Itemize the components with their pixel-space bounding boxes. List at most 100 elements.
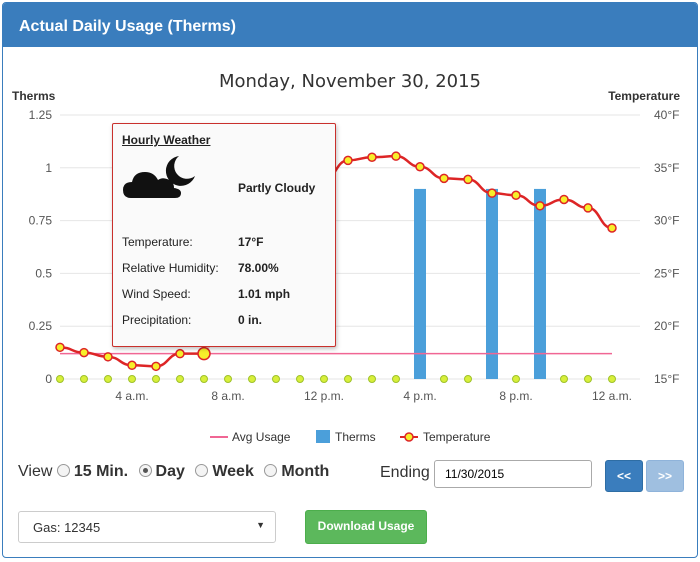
x-tick-label: 12 a.m. (592, 389, 632, 403)
temperature-point-hovered (197, 346, 211, 361)
y-left-tick-label: 1.25 (29, 108, 53, 122)
temperature-point (55, 342, 65, 353)
y-right-tick-label: 35°F (654, 161, 679, 175)
y-right-tick-label: 20°F (654, 319, 679, 333)
y-left-tick-label: 0.25 (29, 319, 53, 333)
download-usage-button[interactable]: Download Usage (305, 510, 427, 544)
x-tick-label: 8 p.m. (499, 389, 532, 403)
y-right-tick-label: 30°F (654, 214, 679, 228)
usage-point (128, 375, 136, 383)
radio-week[interactable] (195, 464, 209, 477)
y-left-tick-label: 0 (45, 372, 52, 386)
usage-point (176, 375, 184, 383)
radio-label-month[interactable]: Month (281, 463, 330, 480)
previous-button[interactable]: << (605, 460, 643, 492)
usage-point (224, 375, 232, 383)
temperature-point (343, 155, 353, 166)
usage-point (344, 375, 352, 383)
usage-point (200, 375, 208, 383)
x-tick-label: 12 p.m. (304, 389, 344, 403)
tooltip-label: Wind Speed: (122, 287, 191, 301)
view-label: View (18, 463, 53, 480)
usage-point (272, 375, 280, 383)
legend-therms-swatch (316, 430, 330, 443)
y-left-tick-label: 1 (45, 161, 52, 175)
usage-point (440, 375, 448, 383)
ending-date-input[interactable] (434, 460, 592, 488)
weather-tooltip: Hourly Weather Partly Cloudy Temperature… (112, 123, 336, 347)
usage-point (464, 375, 472, 383)
y-right-tick-label: 40°F (654, 108, 679, 122)
usage-point (608, 375, 616, 383)
radio-month[interactable] (264, 464, 278, 477)
usage-point (248, 375, 256, 383)
temperature-point (535, 201, 545, 211)
radio-15min[interactable] (56, 464, 70, 477)
y-right-tick-label: 25°F (654, 266, 679, 280)
panel-title: Actual Daily Usage (Therms) (19, 18, 236, 35)
usage-point (80, 375, 88, 383)
therms-bar (534, 188, 546, 379)
usage-point (296, 375, 304, 383)
usage-chart: Monday, November 30, 2015 Therms Temperatu… (12, 71, 680, 444)
meter-select[interactable]: Gas: 12345 ▼ (18, 511, 276, 543)
ending-label: Ending (380, 464, 430, 481)
partly-cloudy-night-icon (121, 152, 199, 207)
x-tick-label: 4 p.m. (403, 389, 436, 403)
x-tick-label: 8 a.m. (211, 389, 244, 403)
y-right-axis-title: Temperature (608, 89, 680, 103)
radio-label-day[interactable]: Day (155, 463, 185, 480)
tooltip-value: 78.00% (238, 261, 279, 275)
chevron-down-icon: ▼ (256, 520, 265, 530)
temperature-point (511, 190, 521, 201)
usage-point (512, 375, 520, 383)
temperature-point (439, 173, 449, 184)
temperature-point (559, 194, 569, 205)
x-tick-label: 4 a.m. (115, 389, 148, 403)
panel-header: Actual Daily Usage (Therms) (3, 3, 697, 47)
legend-temperature-marker (404, 432, 414, 442)
radio-day[interactable] (138, 464, 152, 477)
meter-select-value: Gas: 12345 (33, 520, 101, 535)
temperature-line (323, 154, 613, 230)
tooltip-condition: Partly Cloudy (238, 181, 316, 195)
usage-point (104, 375, 112, 383)
tooltip-value: 1.01 mph (238, 287, 291, 301)
tooltip-value: 17°F (238, 235, 264, 249)
therms-bar (486, 188, 498, 379)
temperature-point (583, 203, 593, 213)
temperature-point (391, 151, 401, 161)
legend-temperature-label: Temperature (423, 430, 491, 444)
temperature-point (175, 348, 185, 359)
usage-point (560, 375, 568, 383)
temperature-point (463, 174, 473, 185)
usage-point (320, 375, 328, 383)
view-controls: View 15 Min. Day Week Month (18, 463, 335, 481)
next-button[interactable]: >> (646, 460, 684, 492)
tooltip-label: Temperature: (122, 235, 193, 249)
therms-bar (414, 188, 426, 379)
tooltip-label: Relative Humidity: (122, 261, 219, 275)
radio-label-week[interactable]: Week (212, 463, 254, 480)
tooltip-value: 0 in. (238, 313, 263, 327)
tooltip-title: Hourly Weather (122, 133, 211, 147)
temperature-point (487, 188, 497, 198)
temperature-point (415, 161, 425, 172)
usage-point (152, 375, 160, 383)
legend-therms-label: Therms (335, 430, 376, 444)
temperature-point (607, 223, 617, 233)
y-left-axis-title: Therms (12, 89, 56, 103)
temperature-point (103, 352, 113, 362)
temperature-point (79, 347, 89, 358)
temperature-point (367, 152, 377, 162)
tooltip-label: Precipitation: (122, 313, 192, 327)
y-right-tick-label: 15°F (654, 372, 679, 386)
usage-point (392, 375, 400, 383)
y-left-tick-label: 0.5 (35, 266, 52, 280)
chart-title: Monday, November 30, 2015 (219, 71, 481, 92)
radio-label-15min[interactable]: 15 Min. (73, 463, 129, 480)
temperature-point (127, 360, 137, 371)
y-left-tick-label: 0.75 (29, 214, 53, 228)
usage-point (56, 375, 64, 383)
usage-point (368, 375, 376, 383)
